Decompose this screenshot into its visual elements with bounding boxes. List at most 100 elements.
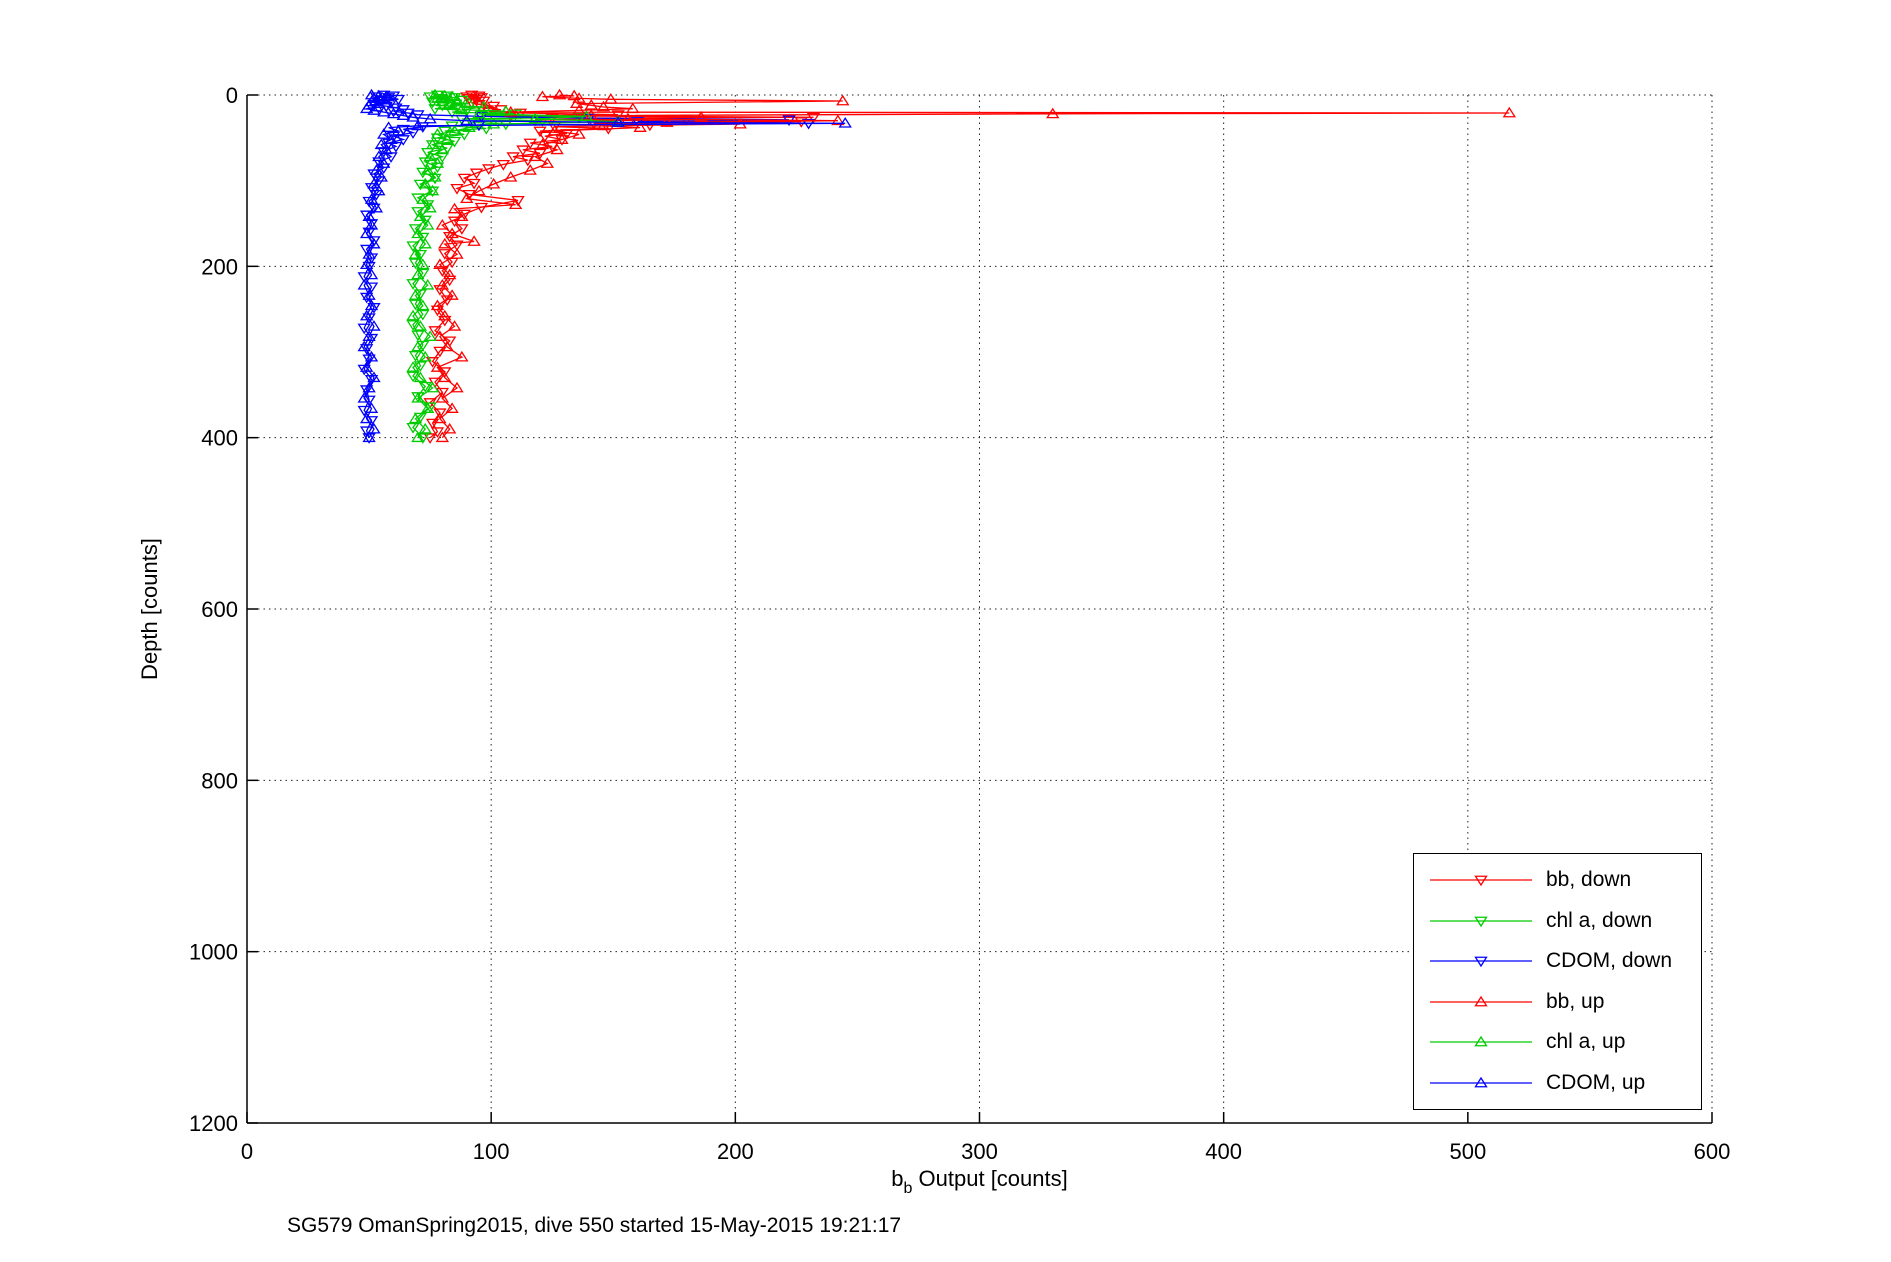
marker-triangle-up: [408, 248, 423, 259]
x-axis-label-subscript: b: [903, 1180, 913, 1198]
marker-triangle-down: [396, 135, 410, 146]
marker-triangle-up: [357, 278, 371, 290]
marker-triangle-down: [496, 159, 511, 171]
marker-triangle-up: [477, 100, 491, 112]
x-tick-label-200: 200: [717, 1139, 754, 1164]
marker-triangle-down: [428, 104, 442, 115]
marker-triangle-up: [391, 124, 406, 136]
y-tick-label-400: 400: [201, 426, 238, 451]
marker-triangle-up: [523, 164, 537, 175]
marker-triangle-down: [482, 164, 496, 175]
marker-triangle-up: [377, 157, 391, 168]
marker-triangle-down: [413, 249, 428, 261]
marker-triangle-up: [377, 128, 391, 139]
marker-triangle-up: [438, 371, 452, 383]
marker-triangle-up: [411, 392, 425, 403]
marker-triangle-up: [374, 138, 388, 150]
marker-triangle-up: [440, 133, 454, 144]
marker-triangle-up: [535, 138, 550, 150]
marker-triangle-down: [455, 224, 469, 235]
marker-triangle-down: [457, 209, 471, 221]
marker-triangle-up: [430, 361, 445, 372]
marker-triangle-down: [423, 92, 437, 103]
marker-triangle-up: [430, 128, 445, 139]
legend-sample-chl-a-up: [1430, 1036, 1532, 1047]
marker-triangle-up: [418, 177, 432, 189]
marker-triangle-up: [569, 97, 584, 108]
marker-triangle-down: [450, 183, 464, 195]
marker-triangle-up: [381, 121, 396, 132]
marker-triangle-up: [418, 237, 432, 249]
marker-triangle-up: [377, 105, 391, 117]
marker-triangle-up: [528, 150, 542, 162]
marker-triangle-down: [408, 351, 423, 362]
marker-triangle-up: [369, 201, 384, 213]
y-tick-label-0: 0: [226, 83, 238, 108]
marker-triangle-up: [359, 361, 374, 372]
marker-triangle-up: [364, 299, 379, 311]
series-bb-up: [430, 88, 1517, 443]
marker-triangle-up: [694, 111, 708, 122]
marker-triangle-up: [472, 184, 486, 196]
y-tick-label-600: 600: [201, 597, 238, 622]
marker-triangle-up: [445, 90, 459, 102]
marker-triangle-up: [433, 330, 447, 341]
marker-triangle-down: [362, 433, 376, 444]
marker-triangle-down: [455, 95, 469, 107]
marker-triangle-up: [428, 88, 442, 100]
marker-triangle-up: [362, 210, 376, 222]
legend-sample-bb-up: [1430, 995, 1532, 1007]
marker-triangle-up: [460, 192, 474, 204]
marker-triangle-up: [462, 97, 476, 108]
marker-triangle-down: [460, 92, 474, 103]
marker-triangle-down: [416, 167, 430, 179]
x-tick-label-600: 600: [1694, 1139, 1731, 1164]
marker-triangle-up: [416, 299, 430, 311]
marker-triangle-up: [367, 320, 381, 331]
marker-triangle-down: [425, 357, 440, 368]
y-axis-label: Depth [counts]: [137, 538, 162, 680]
marker-triangle-down: [433, 346, 447, 358]
marker-triangle-up: [572, 128, 586, 139]
marker-triangle-up: [567, 89, 581, 101]
marker-triangle-down: [425, 418, 440, 430]
marker-triangle-up: [359, 412, 374, 424]
marker-triangle-up: [374, 171, 388, 182]
marker-triangle-up: [447, 124, 462, 136]
marker-triangle-up: [413, 320, 428, 331]
marker-triangle-up: [440, 340, 454, 352]
legend-label-chl-a-down: chl a, down: [1546, 908, 1653, 932]
marker-triangle-up: [540, 157, 555, 168]
marker-triangle-up: [406, 309, 420, 321]
marker-triangle-down: [450, 240, 464, 252]
marker-triangle-up: [416, 258, 430, 270]
marker-triangle-up: [411, 119, 425, 131]
marker-triangle-up: [460, 114, 474, 126]
marker-triangle-up: [421, 278, 435, 290]
marker-triangle-up: [372, 89, 386, 101]
marker-triangle-down: [416, 122, 430, 133]
marker-triangle-down: [425, 140, 440, 151]
marker-triangle-up: [626, 102, 640, 114]
legend-label-cdom-down: CDOM, down: [1546, 949, 1673, 973]
marker-triangle-up: [411, 340, 425, 352]
marker-triangle-up: [428, 171, 442, 182]
marker-triangle-up: [367, 237, 381, 249]
x-tick-label-300: 300: [961, 1139, 998, 1164]
marker-triangle-down: [806, 112, 821, 124]
marker-triangle-up: [362, 381, 376, 393]
marker-triangle-up: [372, 150, 386, 162]
marker-triangle-down: [469, 168, 484, 180]
marker-triangle-up: [367, 371, 381, 383]
marker-triangle-up: [435, 278, 450, 290]
marker-triangle-up: [418, 350, 432, 362]
marker-triangle-up: [445, 402, 459, 413]
marker-triangle-down: [396, 105, 410, 116]
marker-triangle-down: [408, 258, 423, 270]
marker-triangle-up: [445, 227, 459, 239]
marker-triangle-down: [416, 433, 430, 444]
marker-triangle-up: [413, 210, 428, 222]
marker-triangle-down: [538, 131, 552, 143]
series-cdom-up: [357, 88, 852, 443]
